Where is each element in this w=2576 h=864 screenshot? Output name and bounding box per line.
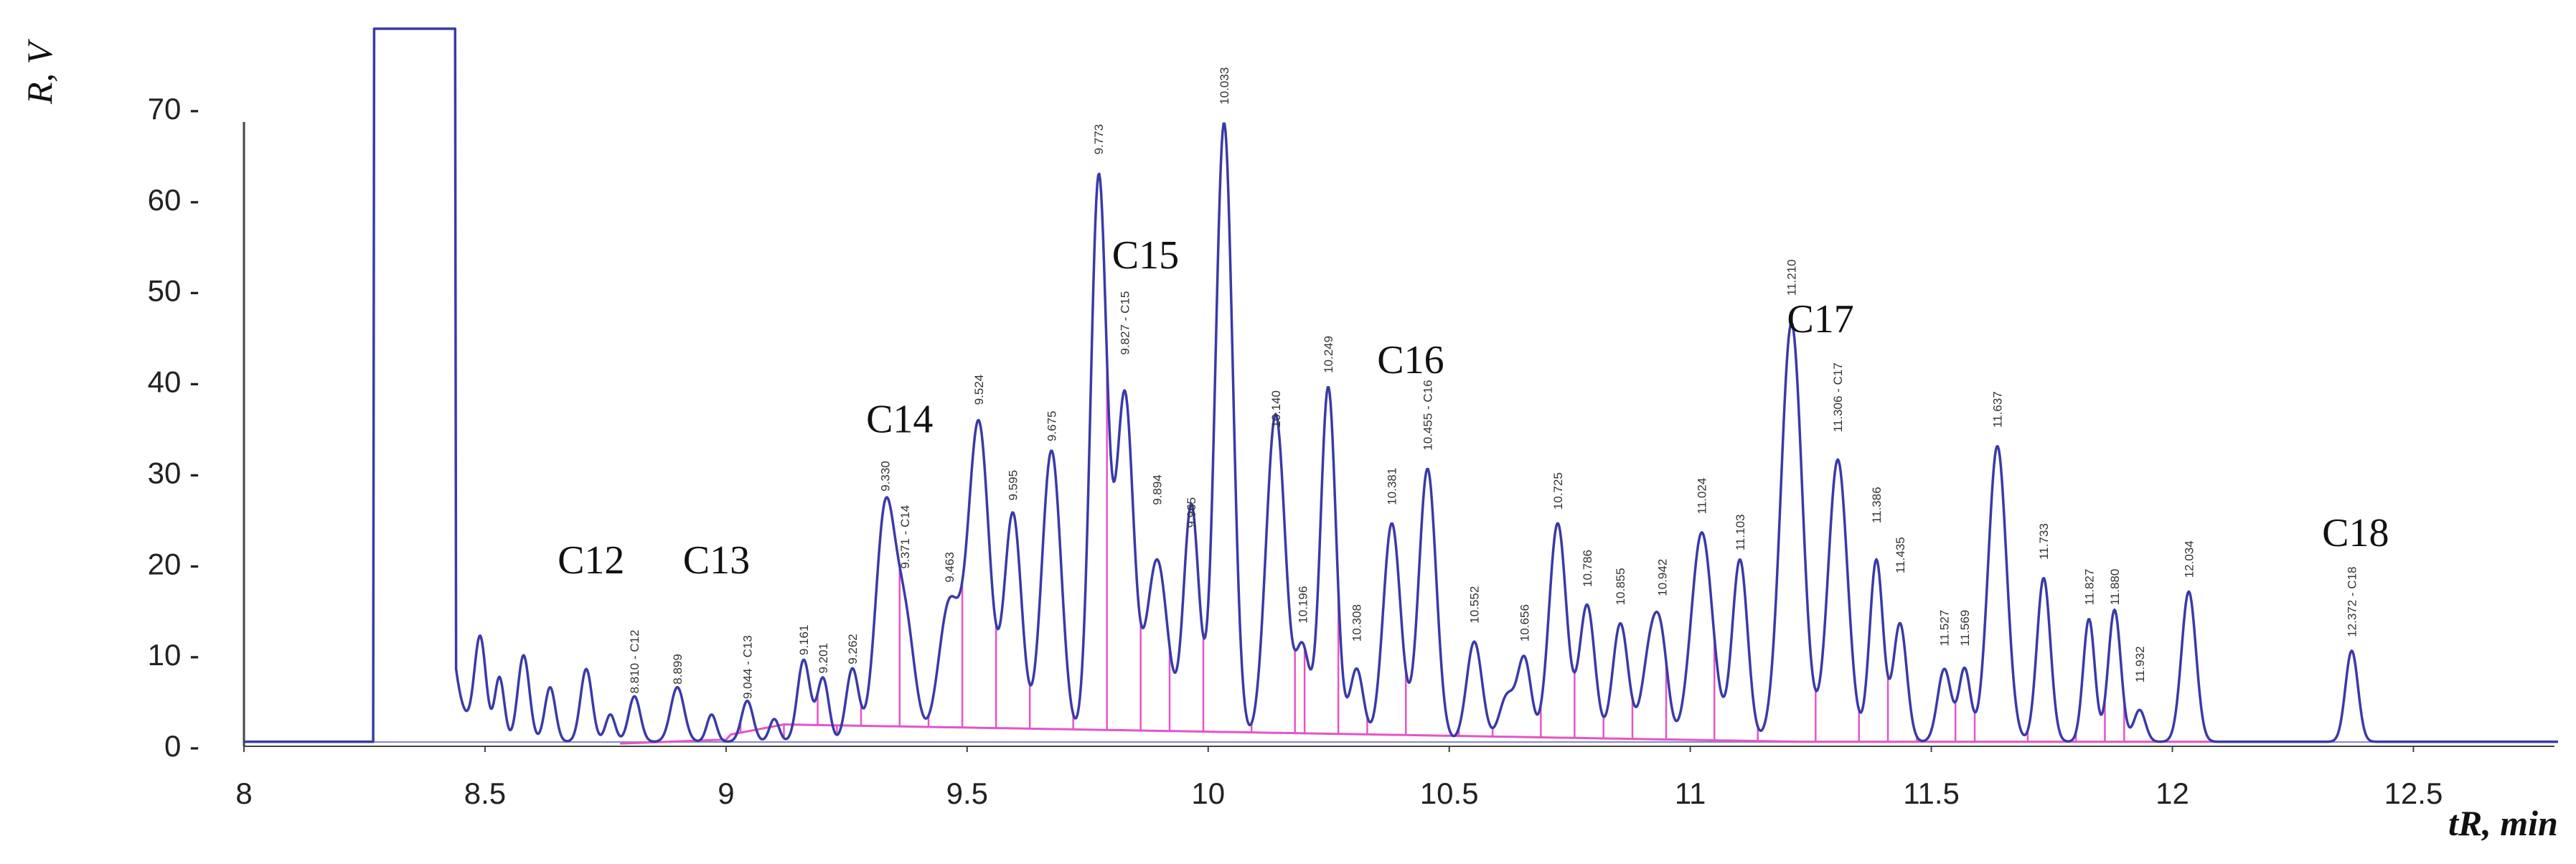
peak-label: 10.656 [1518,604,1532,642]
peak-label: 10.249 [1322,336,1335,373]
axes [243,122,2554,747]
peak-label: 9.827 - C15 [1119,291,1132,355]
peak-label: 10.308 [1350,604,1364,642]
peak-label: 9.773 [1092,124,1106,155]
x-tick-label: 8 [235,776,252,810]
peak-label: 11.435 [1894,537,1907,573]
peak-label: 11.210 [1785,259,1799,296]
peak-label: 9.595 [1007,470,1020,501]
x-ticks: 8 8.5 9 9.5 10 10.5 11 11.5 12 12.5 [235,746,2443,810]
peak-label: 10.552 [1468,586,1482,624]
peak-label: 12.372 - C18 [2345,567,2359,637]
chromatogram-trace [243,27,2559,743]
peak-label: 11.306 - C17 [1831,362,1845,432]
peak-label: 8.810 - C12 [628,630,641,694]
x-tick-label: 11 [1675,776,1706,810]
peak-label: 9.894 [1151,474,1165,505]
peak-label: 11.880 [2108,569,2122,606]
integration-drop-lines [739,357,2125,742]
peak-label: 9.161 [797,625,811,656]
peak-label: 10.942 [1656,559,1670,596]
peak-label: 11.386 [1870,487,1884,523]
peak-label: 9.262 [846,634,860,665]
peak-label: 11.733 [2037,523,2051,560]
peak-label: 10.786 [1581,550,1594,587]
peak-label: 10.381 [1386,468,1399,505]
peak-label: 8.899 [671,654,685,685]
x-tick-label: 8.5 [464,776,506,810]
peak-label: 11.637 [1991,391,2005,428]
x-tick-label: 12.5 [2384,776,2443,810]
peak-label: 12.034 [2182,540,2196,578]
peak-label: 9.675 [1045,410,1058,441]
class-label: C14 [866,397,933,441]
peak-label: 10.140 [1269,390,1283,428]
x-tick-label: 10.5 [1420,776,1479,810]
integration-baseline [620,723,2221,745]
class-labels: C12 C13 C14 C15 C16 C17 C18 [558,233,2389,583]
y-tick-label: 70 - [148,92,199,126]
x-axis-title: tR, min [2448,803,2558,843]
peak-label: 11.932 [2133,646,2147,682]
peak-label: 11.827 [2082,569,2096,606]
peak-label: 9.524 [972,375,986,405]
peak-label: 10.196 [1296,586,1310,624]
peak-label: 10.725 [1551,472,1565,510]
class-label: C16 [1377,338,1444,382]
peak-label: 9.371 - C14 [898,505,912,569]
y-tick-label: 20 - [148,547,199,581]
class-label: C17 [1787,297,1853,342]
y-tick-label: 60 - [148,183,199,217]
peak-label: 11.569 [1958,610,1972,647]
peak-labels: 8.810 - C12 8.899 9.044 - C13 9.161 9.201 9.2… [628,67,2359,699]
y-tick-label: 40 - [148,365,199,399]
class-label: C18 [2322,511,2389,555]
peak-label: 9.965 [1185,497,1198,528]
peak-label: 11.103 [1734,515,1747,551]
peak-label: 10.033 [1218,67,1231,105]
y-tick-label: 0 - [164,729,199,763]
class-label: C15 [1112,233,1179,278]
y-tick-label: 10 - [148,638,199,672]
peak-label: 9.201 [817,643,830,674]
peak-label: 10.855 [1614,568,1627,605]
x-tick-label: 9 [718,776,734,810]
y-tick-label: 30 - [148,456,199,489]
x-tick-label: 10 [1191,776,1225,810]
x-tick-label: 9.5 [946,776,988,810]
y-axis-title: R, V [19,38,60,105]
class-label: C13 [683,538,750,583]
peak-label: 9.330 [879,461,893,492]
peak-label: 11.024 [1696,478,1709,515]
peak-label: 9.044 - C13 [741,635,754,699]
peak-label: 9.463 [943,552,956,583]
y-ticks: 0 - 10 - 20 - 30 - 40 - 50 - 60 - 70 - [148,92,199,763]
class-label: C12 [558,538,624,583]
y-tick-label: 50 - [148,274,199,308]
peak-label: 10.455 - C16 [1421,380,1435,450]
x-tick-label: 11.5 [1903,776,1960,810]
x-tick-label: 12 [2156,776,2189,810]
peak-label: 11.527 [1938,610,1952,647]
